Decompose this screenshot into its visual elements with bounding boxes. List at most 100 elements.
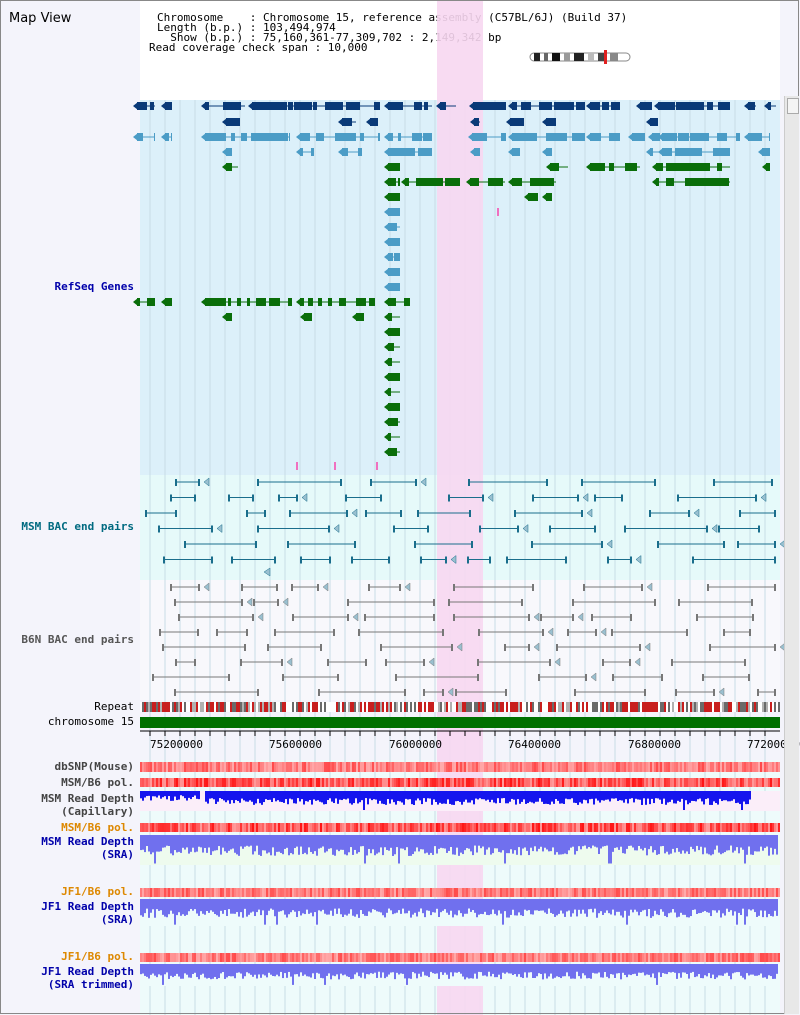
jf1-b6-pol-trimmed-cell [208,953,210,962]
repeat-element [374,702,376,712]
msm-b6-pol-cell [384,778,386,787]
msm-depth-capillary-bar [585,791,587,801]
msm-bac-end [688,510,690,517]
jf1-depth-trimmed-bar [380,964,382,978]
b6n-bac-end [423,659,425,666]
b6n-bac-arrow [718,687,725,697]
dbsnp-density-cell [696,762,698,772]
refseq-gene-dark-exon [546,118,556,126]
msm-depth-sra-bar [586,835,588,849]
dbsnp-density-cell [172,762,174,772]
msm-b6-pol-cell [198,778,200,787]
track-label-msm-depth-capillary[interactable]: MSM Read Depth [41,792,134,805]
msm-bac-end [482,494,484,502]
jf1-b6-pol-cell [270,888,272,897]
dbsnp-density-cell [144,762,146,772]
track-label-msm-b6-pol-1[interactable]: MSM/B6 pol. [61,776,134,789]
jf1-b6-pol-cell [462,888,464,897]
msm-depth-capillary-bar [737,791,739,803]
jf1-depth-sra-bar [326,899,328,915]
dbsnp-density-cell [634,762,636,772]
msm-b6-pol-sra-cell [660,823,662,832]
dbsnp-density-cell [200,762,202,772]
track-label-jf1-pol-1[interactable]: JF1/B6 pol. [61,885,134,898]
dbsnp-density-cell [438,762,440,772]
jf1-b6-pol-cell [724,888,726,897]
msm-depth-sra-bar [448,835,450,851]
jf1-b6-pol-trimmed-cell [436,953,438,962]
jf1-depth-sra-bar [160,899,162,911]
msm-b6-pol-sra-cell [742,823,744,832]
msm-depth-sra-bar [700,835,702,847]
msm-b6-pol-sra-cell [736,823,738,832]
refseq-gene-dark-exon [137,102,147,110]
msm-depth-sra-bar [634,835,636,851]
jf1-b6-pol-trimmed-cell [716,953,718,962]
jf1-b6-pol-cell [380,888,382,897]
msm-bac-end [468,479,470,486]
repeat-element [348,702,350,712]
refseq-gene-light-strand-arrow [296,148,301,156]
jf1-depth-sra-bar [588,899,590,910]
scroll-up-button[interactable] [787,98,799,114]
track-label-msm-b6-pol-2[interactable]: MSM/B6 pol. [61,821,134,834]
msm-b6-pol-cell [382,778,384,787]
jf1-depth-trimmed-bar [560,964,562,979]
jf1-depth-sra-bar [524,899,526,910]
jf1-depth-sra-bar [454,899,456,915]
jf1-depth-sra-bar [442,899,444,911]
track-label-jf1-depth-sra[interactable]: JF1 Read Depth [41,900,134,913]
msm-b6-pol-sra-cell [618,823,620,832]
jf1-depth-trimmed-bar [690,964,692,973]
jf1-b6-pol-trimmed-cell [152,953,154,962]
jf1-depth-trimmed-bar [456,964,458,973]
msm-bac-arrow [760,492,767,503]
jf1-depth-sra-bar [500,899,502,914]
track-label-dbsnp[interactable]: dbSNP(Mouse) [54,760,134,773]
dbsnp-density-cell [286,762,288,772]
msm-depth-sra-bar [564,835,566,854]
jf1-b6-pol-cell [452,888,454,897]
msm-b6-pol-sra-cell [622,823,624,832]
msm-depth-capillary-bar [249,791,251,801]
msm-b6-pol-sra-cell [240,823,242,832]
chromosome-ideogram[interactable] [528,50,634,64]
jf1-depth-sra-bar [646,899,648,917]
track-label-msm-depth-sra[interactable]: MSM Read Depth [41,835,134,848]
msm-b6-pol-cell [772,778,774,787]
msm-b6-pol-sra-cell [550,823,552,832]
dbsnp-density-cell [238,762,240,772]
jf1-b6-pol-cell [630,888,632,897]
vertical-scrollbar[interactable] [784,96,799,1014]
msm-b6-pol-sra-cell [646,823,648,832]
msm-b6-pol-cell [466,778,468,787]
jf1-depth-trimmed-bar [386,964,388,977]
jf1-b6-pol-cell [584,888,586,897]
repeat-element [642,702,644,712]
msm-depth-capillary-bar [160,791,162,799]
track-label-refseq[interactable]: RefSeq Genes [54,280,134,293]
msm-b6-pol-sra-cell [766,823,768,832]
repeat-element [720,702,722,712]
msm-b6-pol-cell [244,778,246,787]
jf1-depth-sra-bar [598,899,600,914]
jf1-b6-pol-trimmed-cell [212,953,214,962]
msm-depth-capillary-bar [471,791,473,801]
track-label-b6n-bac[interactable]: B6N BAC end pairs [21,633,134,646]
dbsnp-density-cell [248,762,250,772]
jf1-depth-trimmed-bar [240,964,242,974]
refseq-gene-green-exon [388,388,391,396]
msm-depth-sra-bar [560,835,562,855]
track-label-msm-bac[interactable]: MSM BAC end pairs [21,520,134,533]
track-label-jf1-pol-2[interactable]: JF1/B6 pol. [61,950,134,963]
msm-b6-pol-sra-cell [626,823,628,832]
msm-b6-pol-sra-cell [220,823,222,832]
track-label-jf1-depth-trimmed[interactable]: JF1 Read Depth [41,965,134,978]
msm-b6-pol-sra-cell [562,823,564,832]
msm-b6-pol-cell [304,778,306,787]
jf1-depth-sra-bar [354,899,356,917]
msm-b6-pol-cell [630,778,632,787]
refseq-gene-light-exon [388,238,400,246]
dbsnp-density-cell [378,762,380,772]
